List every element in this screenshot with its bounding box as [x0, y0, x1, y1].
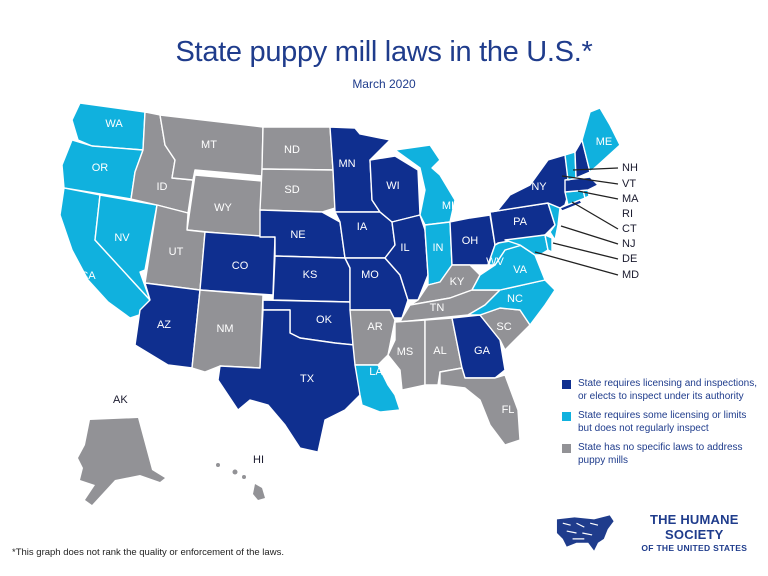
- label-UT: UT: [169, 246, 184, 258]
- callout-NH: NH: [622, 162, 638, 174]
- leader-MD: [534, 251, 619, 276]
- label-KS: KS: [303, 269, 318, 281]
- state-LA[interactable]: [354, 364, 401, 413]
- label-NE: NE: [290, 229, 305, 241]
- label-ME: ME: [596, 136, 613, 148]
- state-AK[interactable]: [78, 418, 165, 505]
- label-WA: WA: [105, 118, 123, 130]
- label-NM: NM: [216, 323, 233, 335]
- label-CA: CA: [80, 270, 96, 282]
- legend-swatch-light-blue: [562, 412, 571, 421]
- label-TN: TN: [430, 302, 445, 314]
- state-HI-island: [232, 469, 238, 475]
- map-legend: State requires licensing and inspections…: [562, 378, 762, 474]
- leader-MA: [577, 190, 619, 200]
- leader-NH: [572, 167, 619, 171]
- logo-line-1: THE HUMANE SOCIETY: [649, 512, 739, 542]
- hsus-logo: THE HUMANE SOCIETY OF THE UNITED STATES: [555, 512, 768, 553]
- state-DE[interactable]: [544, 234, 553, 253]
- label-CO: CO: [232, 260, 249, 272]
- page-title: State puppy mill laws in the U.S.*: [175, 36, 593, 68]
- label-AL: AL: [433, 345, 446, 357]
- legend-item-no-laws: State has no specific laws to address pu…: [562, 442, 762, 467]
- leader-CT: [571, 201, 619, 230]
- callout-NJ: NJ: [622, 238, 635, 250]
- label-HI: HI: [253, 454, 264, 466]
- state-MI[interactable]: [394, 144, 456, 226]
- label-WV: WV: [486, 256, 504, 268]
- label-GA: GA: [474, 345, 491, 357]
- legend-swatch-gray: [562, 444, 571, 453]
- callout-MA: MA: [622, 193, 639, 205]
- state-TX[interactable]: [217, 309, 361, 453]
- label-MO: MO: [361, 269, 379, 281]
- legend-label: State requires some licensing or limits …: [578, 410, 747, 434]
- state-MA[interactable]: [564, 176, 599, 193]
- label-LA: LA: [369, 366, 383, 378]
- label-WI: WI: [386, 180, 399, 192]
- legend-label: State has no specific laws to address pu…: [578, 442, 743, 466]
- callout-VT: VT: [622, 178, 636, 190]
- state-IA[interactable]: [334, 211, 396, 259]
- label-IL: IL: [400, 242, 409, 254]
- label-TX: TX: [300, 373, 315, 385]
- callout-DE: DE: [622, 253, 637, 265]
- label-WY: WY: [214, 202, 232, 214]
- state-SD[interactable]: [259, 168, 336, 213]
- state-ME[interactable]: [581, 107, 621, 173]
- label-VA: VA: [513, 264, 528, 276]
- callout-RI: RI: [622, 208, 633, 220]
- label-MI: MI: [442, 200, 454, 212]
- label-IN: IN: [433, 242, 444, 254]
- label-PA: PA: [513, 216, 528, 228]
- callout-CT: CT: [622, 223, 637, 235]
- label-AZ: AZ: [157, 319, 171, 331]
- state-IL[interactable]: [384, 214, 429, 301]
- label-OH: OH: [462, 235, 479, 247]
- label-NY: NY: [531, 181, 547, 193]
- legend-item-some-licensing: State requires some licensing or limits …: [562, 410, 762, 435]
- state-AR[interactable]: [349, 309, 396, 366]
- state-HI-island: [216, 463, 220, 467]
- leader-VT: [561, 175, 619, 185]
- label-ID: ID: [157, 181, 168, 193]
- label-SC: SC: [496, 321, 511, 333]
- label-ND: ND: [284, 144, 300, 156]
- label-NC: NC: [507, 293, 523, 305]
- label-MS: MS: [397, 346, 414, 358]
- label-AR: AR: [367, 321, 382, 333]
- label-NV: NV: [114, 232, 130, 244]
- label-AK: AK: [113, 394, 128, 406]
- callout-MD: MD: [622, 269, 639, 281]
- us-animals-logo-icon: [556, 514, 614, 551]
- page-subtitle: March 2020: [352, 77, 416, 91]
- legend-swatch-dark-blue: [562, 380, 571, 389]
- leader-NJ: [560, 225, 619, 245]
- logo-line-2: OF THE UNITED STATES: [641, 543, 748, 553]
- label-KY: KY: [450, 276, 465, 288]
- state-NY[interactable]: [489, 154, 571, 213]
- label-OR: OR: [92, 162, 109, 174]
- state-HI-island: [242, 475, 246, 479]
- label-OK: OK: [316, 314, 333, 326]
- label-IA: IA: [357, 221, 368, 233]
- state-FL[interactable]: [439, 367, 521, 446]
- label-SD: SD: [284, 184, 299, 196]
- label-MT: MT: [201, 139, 217, 151]
- leader-DE: [552, 242, 619, 260]
- label-MN: MN: [338, 158, 355, 170]
- legend-item-licensing-inspections: State requires licensing and inspections…: [562, 378, 762, 403]
- state-HI[interactable]: [253, 484, 265, 500]
- label-FL: FL: [502, 404, 515, 416]
- state-NC[interactable]: [467, 279, 556, 326]
- footnote: *This graph does not rank the quality or…: [12, 547, 284, 558]
- legend-label: State requires licensing and inspections…: [578, 378, 757, 402]
